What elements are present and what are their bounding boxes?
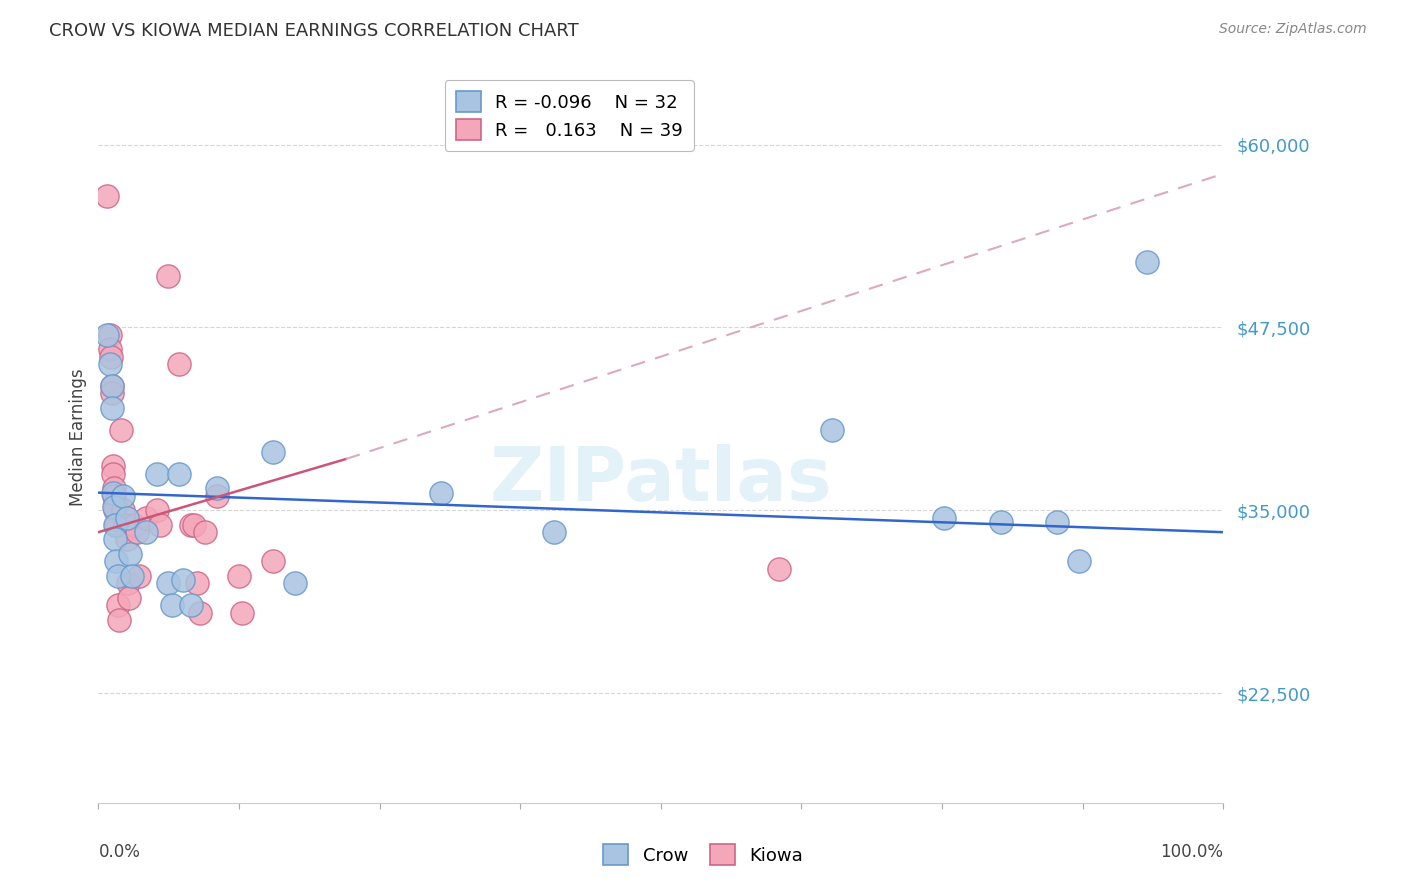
Point: [101, 386, 124, 401]
Point: [205, 481, 228, 495]
Point: [768, 562, 790, 576]
Point: [135, 525, 157, 540]
Point: [430, 485, 453, 500]
Point: [169, 357, 191, 371]
Point: [121, 569, 143, 583]
Point: [118, 591, 141, 605]
Point: [105, 517, 128, 532]
Y-axis label: Median Earnings: Median Earnings: [69, 368, 87, 506]
Point: [98, 327, 121, 342]
Point: [103, 489, 125, 503]
Point: [135, 510, 157, 524]
Point: [172, 574, 194, 588]
Point: [104, 517, 127, 532]
Point: [180, 599, 202, 613]
Text: Source: ZipAtlas.com: Source: ZipAtlas.com: [1219, 22, 1367, 37]
Point: [96, 188, 118, 202]
Point: [101, 485, 124, 500]
Point: [107, 569, 129, 583]
Text: ZIPatlas: ZIPatlas: [489, 444, 832, 517]
Point: [124, 517, 146, 532]
Point: [231, 606, 253, 620]
Legend: R = -0.096    N = 32, R =   0.163    N = 39: R = -0.096 N = 32, R = 0.163 N = 39: [444, 80, 695, 151]
Point: [104, 496, 127, 510]
Text: 0.0%: 0.0%: [98, 843, 141, 861]
Point: [146, 467, 169, 481]
Point: [188, 606, 211, 620]
Point: [107, 613, 129, 627]
Point: [107, 599, 129, 613]
Point: [96, 327, 118, 342]
Point: [100, 350, 122, 364]
Point: [104, 503, 127, 517]
Point: [105, 554, 128, 568]
Point: [101, 467, 124, 481]
Point: [543, 525, 565, 540]
Point: [149, 517, 172, 532]
Text: 100.0%: 100.0%: [1160, 843, 1223, 861]
Point: [125, 525, 148, 540]
Point: [128, 569, 150, 583]
Point: [114, 517, 136, 532]
Point: [284, 576, 307, 591]
Point: [157, 269, 180, 284]
Point: [934, 510, 956, 524]
Point: [194, 525, 217, 540]
Point: [101, 379, 124, 393]
Point: [103, 481, 125, 495]
Point: [821, 423, 844, 437]
Point: [180, 517, 202, 532]
Point: [101, 401, 124, 415]
Point: [115, 510, 138, 524]
Point: [115, 533, 138, 547]
Point: [228, 569, 250, 583]
Point: [118, 547, 141, 561]
Point: [990, 515, 1012, 529]
Point: [104, 533, 127, 547]
Point: [112, 503, 135, 517]
Point: [146, 503, 169, 517]
Point: [1046, 515, 1069, 529]
Point: [1136, 254, 1159, 268]
Point: [98, 343, 121, 357]
Point: [186, 576, 208, 591]
Point: [101, 459, 124, 474]
Point: [1069, 554, 1091, 568]
Point: [169, 467, 191, 481]
Point: [205, 489, 228, 503]
Point: [183, 517, 205, 532]
Point: [103, 500, 125, 515]
Point: [112, 489, 135, 503]
Point: [160, 599, 183, 613]
Point: [117, 576, 139, 591]
Legend: Crow, Kiowa: Crow, Kiowa: [593, 835, 813, 874]
Point: [101, 379, 124, 393]
Point: [157, 576, 180, 591]
Point: [110, 423, 132, 437]
Point: [262, 554, 284, 568]
Text: CROW VS KIOWA MEDIAN EARNINGS CORRELATION CHART: CROW VS KIOWA MEDIAN EARNINGS CORRELATIO…: [49, 22, 579, 40]
Point: [262, 444, 284, 458]
Point: [98, 357, 121, 371]
